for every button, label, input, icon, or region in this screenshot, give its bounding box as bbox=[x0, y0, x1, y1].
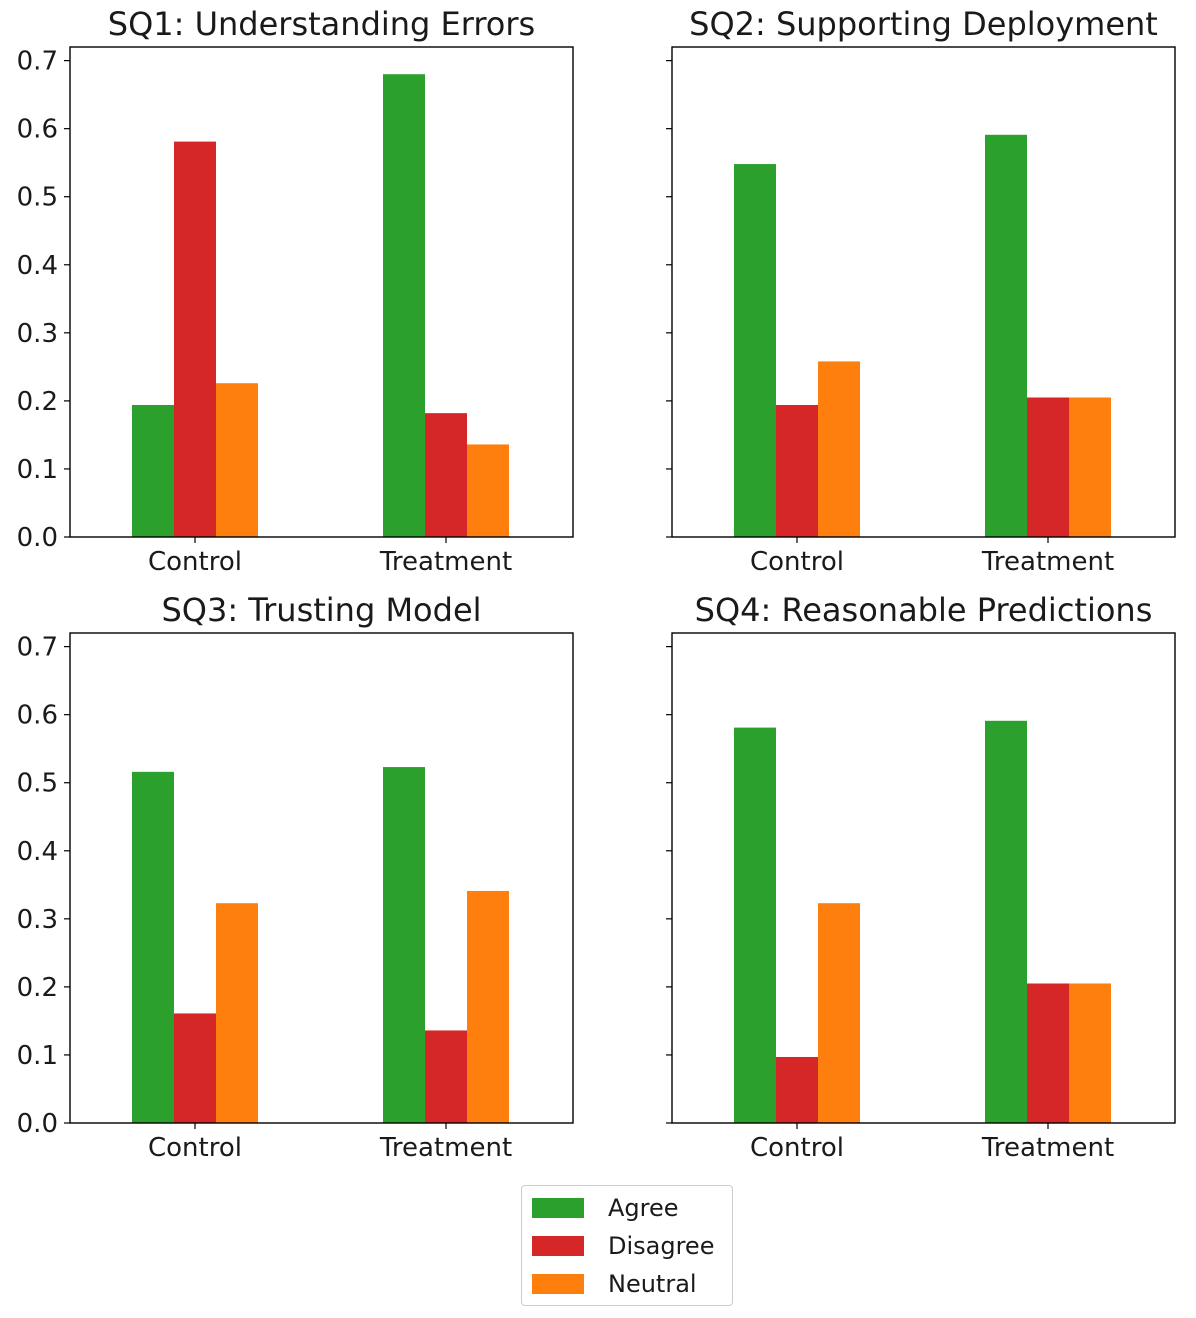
sq3-bar-treatment-agree bbox=[383, 767, 425, 1123]
sq3-bar-control-disagree bbox=[174, 1013, 216, 1123]
sq2-bar-treatment-disagree bbox=[1027, 397, 1069, 537]
sq3-plot-frame bbox=[69, 632, 574, 1124]
sq2-xtick-label-treatment: Treatment bbox=[981, 547, 1114, 577]
sq3-ytick-label-3: 0.3 bbox=[17, 905, 58, 935]
legend-label-neutral: Neutral bbox=[608, 1270, 697, 1298]
sq1-title: SQ1: Understanding Errors bbox=[108, 5, 535, 43]
sq1-ytick-label-2: 0.2 bbox=[17, 387, 58, 417]
sq1-bar-treatment-agree bbox=[383, 74, 425, 537]
sq1-ytick-label-5: 0.5 bbox=[17, 183, 58, 213]
sq2-xtick-label-control: Control bbox=[750, 547, 844, 577]
sq3-ytick-label-5: 0.5 bbox=[17, 769, 58, 799]
sq2-bar-treatment-neutral bbox=[1069, 397, 1111, 537]
sq3-xtick-label-treatment: Treatment bbox=[379, 1133, 512, 1163]
legend-label-disagree: Disagree bbox=[608, 1232, 715, 1260]
sq1-ytick-label-6: 0.6 bbox=[17, 115, 58, 145]
sq3-bar-treatment-disagree bbox=[425, 1030, 467, 1123]
sq3-ytick-label-1: 0.1 bbox=[17, 1041, 58, 1071]
sq1-ytick-label-7: 0.7 bbox=[17, 47, 58, 77]
sq2-plot-frame bbox=[671, 46, 1176, 538]
legend-item-disagree: Disagree bbox=[532, 1231, 714, 1261]
sq4-bar-control-agree bbox=[734, 727, 776, 1123]
sq1-plot-frame bbox=[69, 46, 574, 538]
sq4-plot-frame bbox=[671, 632, 1176, 1124]
sq4-bar-treatment-agree bbox=[985, 720, 1027, 1123]
sq1-ytick-label-0: 0.0 bbox=[17, 523, 58, 553]
sq1-bar-treatment-neutral bbox=[467, 444, 509, 537]
sq2-bar-treatment-agree bbox=[985, 134, 1027, 537]
legend: Agree Disagree Neutral bbox=[521, 1185, 733, 1306]
legend-item-neutral: Neutral bbox=[532, 1269, 697, 1299]
sq3-bar-control-neutral bbox=[216, 903, 258, 1123]
sq1-bar-control-disagree bbox=[174, 141, 216, 537]
sq3-bar-control-agree bbox=[132, 771, 174, 1123]
sq3-ytick-label-4: 0.4 bbox=[17, 837, 58, 867]
sq3-bar-treatment-neutral bbox=[467, 890, 509, 1123]
legend-swatch-agree bbox=[532, 1198, 584, 1218]
sq1-ytick-label-4: 0.4 bbox=[17, 251, 58, 281]
sq1-ytick-label-3: 0.3 bbox=[17, 319, 58, 349]
sq1-bar-control-agree bbox=[132, 404, 174, 537]
sq1-ytick-label-1: 0.1 bbox=[17, 455, 58, 485]
sq4-bar-control-neutral bbox=[818, 903, 860, 1123]
sq1-xtick-label-control: Control bbox=[148, 547, 242, 577]
sq4-xtick-label-treatment: Treatment bbox=[981, 1133, 1114, 1163]
sq3-ytick-label-2: 0.2 bbox=[17, 973, 58, 1003]
sq4-bar-treatment-disagree bbox=[1027, 983, 1069, 1123]
sq1-xtick-label-treatment: Treatment bbox=[379, 547, 512, 577]
sq4-bar-control-disagree bbox=[776, 1056, 818, 1123]
legend-item-agree: Agree bbox=[532, 1193, 679, 1223]
legend-swatch-disagree bbox=[532, 1236, 584, 1256]
legend-label-agree: Agree bbox=[608, 1194, 679, 1222]
sq3-ytick-label-7: 0.7 bbox=[17, 633, 58, 663]
sq3-xtick-label-control: Control bbox=[148, 1133, 242, 1163]
sq4-bar-treatment-neutral bbox=[1069, 983, 1111, 1123]
sq1-bar-treatment-disagree bbox=[425, 413, 467, 537]
sq3-ytick-label-0: 0.0 bbox=[17, 1109, 58, 1139]
sq4-xtick-label-control: Control bbox=[750, 1133, 844, 1163]
sq3-ytick-label-6: 0.6 bbox=[17, 701, 58, 731]
legend-swatch-neutral bbox=[532, 1274, 584, 1294]
sq2-bar-control-disagree bbox=[776, 404, 818, 537]
sq3-title: SQ3: Trusting Model bbox=[161, 591, 481, 629]
sq2-bar-control-neutral bbox=[818, 361, 860, 537]
sq2-title: SQ2: Supporting Deployment bbox=[689, 5, 1158, 43]
sq1-bar-control-neutral bbox=[216, 383, 258, 537]
sq2-bar-control-agree bbox=[734, 164, 776, 538]
sq4-title: SQ4: Reasonable Predictions bbox=[695, 591, 1153, 629]
